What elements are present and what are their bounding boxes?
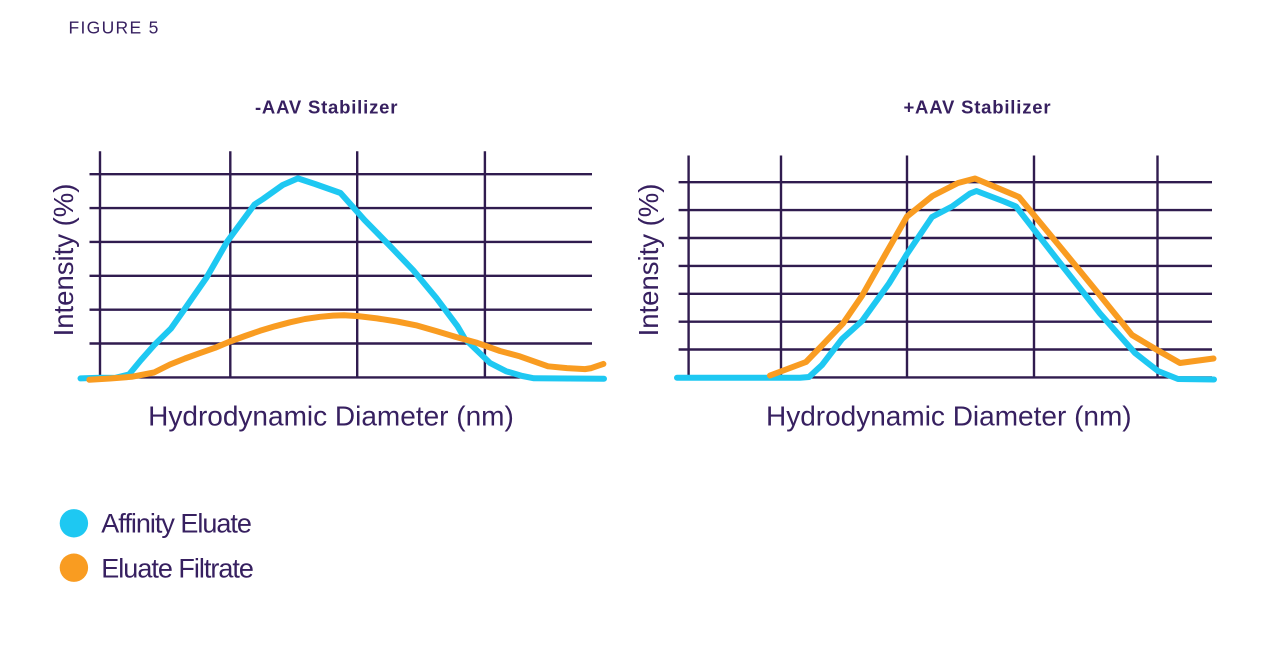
svg-text:Hydrodynamic Diameter (nm): Hydrodynamic Diameter (nm) — [766, 400, 1132, 431]
svg-text:Intensity (%): Intensity (%) — [633, 184, 664, 337]
svg-text:FIGURE 5: FIGURE 5 — [69, 18, 160, 38]
svg-text:Intensity (%): Intensity (%) — [48, 184, 79, 337]
svg-text:Affinity Eluate: Affinity Eluate — [101, 509, 251, 539]
svg-text:+AAV Stabilizer: +AAV Stabilizer — [903, 96, 1051, 117]
svg-text:Eluate Filtrate: Eluate Filtrate — [101, 553, 253, 583]
svg-text:-AAV Stabilizer: -AAV Stabilizer — [255, 96, 398, 117]
svg-text:Hydrodynamic Diameter (nm): Hydrodynamic Diameter (nm) — [148, 400, 514, 431]
